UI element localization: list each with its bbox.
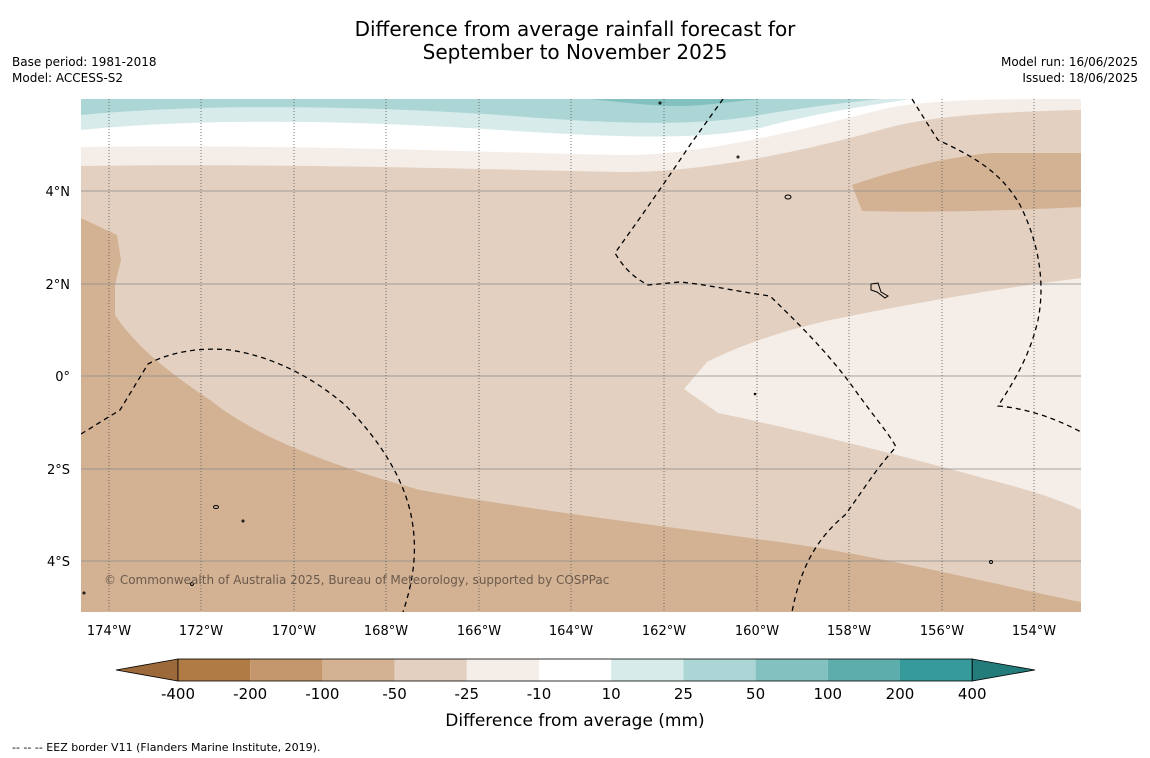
footnote-text: -- -- -- EEZ border V11 (Flanders Marine… bbox=[12, 741, 320, 754]
eez-border-west bbox=[81, 348, 416, 612]
colorbar: -400 -200 -100 -50 -25 -10 10 25 50 100 200 400 Dif… bbox=[115, 658, 1036, 731]
meta-left: Base period: 1981-2018 Model: ACCESS-S2 bbox=[12, 54, 157, 86]
colorbar-swatch bbox=[827, 659, 900, 681]
colorbar-swatch bbox=[900, 659, 973, 681]
title-line-1: Difference from average rainfall forecas… bbox=[354, 17, 796, 41]
longitude-labels: 174°W 172°W 170°W 168°W 166°W 164°W 162°… bbox=[87, 624, 1056, 639]
colorbar-swatches bbox=[115, 658, 1036, 682]
island-5 bbox=[241, 519, 245, 523]
island-10 bbox=[753, 392, 757, 396]
colorbar-tick-label: -10 bbox=[527, 685, 552, 703]
island-3 bbox=[213, 505, 219, 509]
eez-borders bbox=[81, 99, 1081, 612]
colorbar-swatch bbox=[322, 659, 395, 681]
meta-right: Model run: 16/06/2025 Issued: 18/06/2025 bbox=[1001, 54, 1138, 86]
lat-label-4n: 4°N bbox=[46, 185, 71, 200]
map-area: © Commonwealth of Australia 2025, Bureau… bbox=[81, 99, 1081, 612]
eez-border-east bbox=[911, 99, 1081, 433]
colorbar-tick-labels: -400 -200 -100 -50 -25 -10 10 25 50 100 200 400 bbox=[161, 685, 987, 703]
model-run-text: Model run: 16/06/2025 bbox=[1000, 55, 1138, 69]
colorbar-tick-label: -400 bbox=[161, 685, 195, 703]
latitude-labels: 4°N 2°N 0° 2°S 4°S bbox=[46, 185, 71, 570]
eez-border-central bbox=[614, 99, 897, 612]
colorbar-tick-label: 50 bbox=[746, 685, 765, 703]
colorbar-tick-label: 25 bbox=[674, 685, 693, 703]
lat-label-4s: 4°S bbox=[47, 555, 70, 570]
colorbar-extend-low bbox=[115, 658, 179, 682]
map-title: Difference from average rainfall forecas… bbox=[0, 18, 1150, 64]
copyright-text: © Commonwealth of Australia 2025, Bureau… bbox=[104, 573, 609, 587]
colorbar-tick-label: 200 bbox=[886, 685, 915, 703]
colorbar-swatch bbox=[611, 659, 684, 681]
lon-label-162w: 162°W bbox=[642, 624, 686, 639]
colorbar-swatch bbox=[394, 659, 467, 681]
band-minus100-ne bbox=[852, 153, 1081, 212]
lat-label-2n: 2°N bbox=[46, 278, 71, 293]
lon-label-172w: 172°W bbox=[179, 624, 223, 639]
island-2 bbox=[870, 282, 889, 299]
lon-label-168w: 168°W bbox=[364, 624, 408, 639]
islands bbox=[82, 101, 993, 595]
colorbar-swatch bbox=[466, 659, 539, 681]
colorbar-tick-label: 400 bbox=[958, 685, 987, 703]
lon-label-170w: 170°W bbox=[272, 624, 316, 639]
colorbar-extend-high bbox=[971, 658, 1036, 682]
lon-label-166w: 166°W bbox=[457, 624, 501, 639]
lon-label-174w: 174°W bbox=[87, 624, 131, 639]
island-7 bbox=[736, 155, 740, 159]
colorbar-swatch bbox=[178, 659, 251, 681]
colorbar-tick-label: -100 bbox=[305, 685, 339, 703]
colorbar-label: Difference from average (mm) bbox=[445, 711, 704, 731]
lat-label-2s: 2°S bbox=[47, 463, 70, 478]
lon-label-156w: 156°W bbox=[920, 624, 964, 639]
island-4 bbox=[190, 582, 194, 586]
lon-label-158w: 158°W bbox=[827, 624, 871, 639]
colorbar-swatch bbox=[250, 659, 323, 681]
band-minus25-east bbox=[684, 278, 1081, 510]
colorbar-outline bbox=[177, 658, 973, 682]
colorbar-tick-label: 100 bbox=[813, 685, 842, 703]
band-50-north bbox=[590, 99, 760, 106]
colorbar-tick-label: -200 bbox=[233, 685, 267, 703]
colorbar-swatch bbox=[755, 659, 828, 681]
colorbar-tick-label: 10 bbox=[602, 685, 621, 703]
lon-label-164w: 164°W bbox=[549, 624, 593, 639]
issued-text: Issued: 18/06/2025 bbox=[1022, 71, 1138, 85]
island-1 bbox=[784, 194, 792, 200]
colorbar-tick-label: -50 bbox=[382, 685, 407, 703]
island-6 bbox=[658, 101, 662, 105]
colorbar-swatch bbox=[683, 659, 756, 681]
colorbar-tick-label: -25 bbox=[455, 685, 480, 703]
model-text: Model: ACCESS-S2 bbox=[12, 71, 124, 85]
graticule-latitudes bbox=[81, 190, 1081, 562]
band-minus100-south bbox=[81, 218, 1081, 612]
lon-label-154w: 154°W bbox=[1012, 624, 1056, 639]
title-line-2: September to November 2025 bbox=[422, 40, 728, 64]
lon-label-160w: 160°W bbox=[735, 624, 779, 639]
base-period-text: Base period: 1981-2018 bbox=[12, 55, 157, 69]
colorbar-swatch bbox=[539, 659, 612, 681]
island-8 bbox=[989, 560, 993, 564]
island-9 bbox=[82, 591, 86, 595]
lat-label-0: 0° bbox=[55, 370, 70, 385]
